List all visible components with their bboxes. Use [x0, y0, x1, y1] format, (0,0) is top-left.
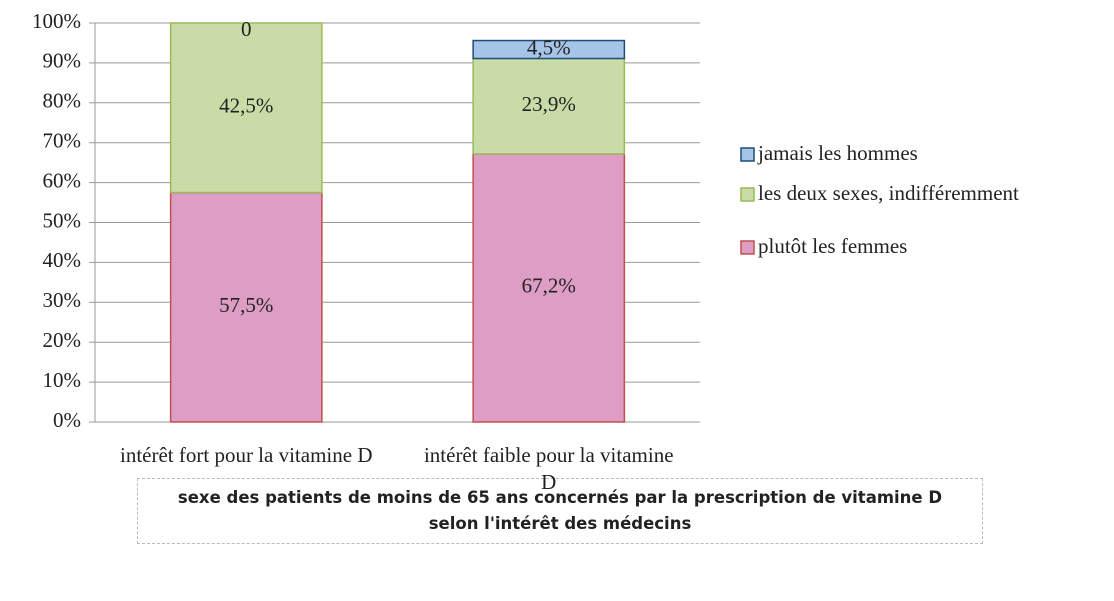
y-tick-label: 80% — [43, 89, 82, 113]
y-tick-label: 0% — [53, 408, 81, 432]
bar-segment — [169, 191, 323, 423]
y-tick-label: 10% — [43, 368, 82, 392]
value-label: 42,5% — [219, 94, 273, 118]
bar-segment — [472, 153, 626, 423]
y-tick-label: 70% — [43, 129, 82, 153]
x-tick-label: intérêt faible pour la vitamine D — [423, 443, 674, 494]
legend-label: les deux sexes, indifféremment — [758, 181, 1019, 205]
y-tick-label: 90% — [43, 49, 82, 73]
value-label: 67,2% — [522, 274, 576, 298]
value-label: 57,5% — [219, 293, 273, 317]
y-tick-label: 60% — [43, 168, 82, 192]
value-label: 23,9% — [522, 92, 576, 116]
legend-swatch — [740, 187, 755, 202]
y-tick-label: 50% — [43, 208, 82, 232]
y-tick-label: 100% — [32, 9, 81, 33]
value-label: 0 — [241, 17, 252, 41]
legend-label: plutôt les femmes — [758, 234, 907, 258]
y-tick-label: 30% — [43, 288, 82, 312]
y-tick-label: 40% — [43, 248, 82, 272]
y-tick-label: 20% — [43, 328, 82, 352]
value-label: 4,5% — [527, 35, 571, 59]
bar-segment — [169, 22, 323, 194]
bar-segment — [472, 57, 626, 155]
legend-label: jamais les hommes — [757, 141, 918, 165]
bar-segment — [472, 39, 626, 60]
chart-title: sexe des patients de moins de 65 ans con… — [137, 478, 983, 544]
legend-swatch — [740, 147, 755, 162]
x-tick-label: intérêt fort pour la vitamine D — [119, 443, 373, 467]
legend-swatch — [740, 240, 755, 255]
